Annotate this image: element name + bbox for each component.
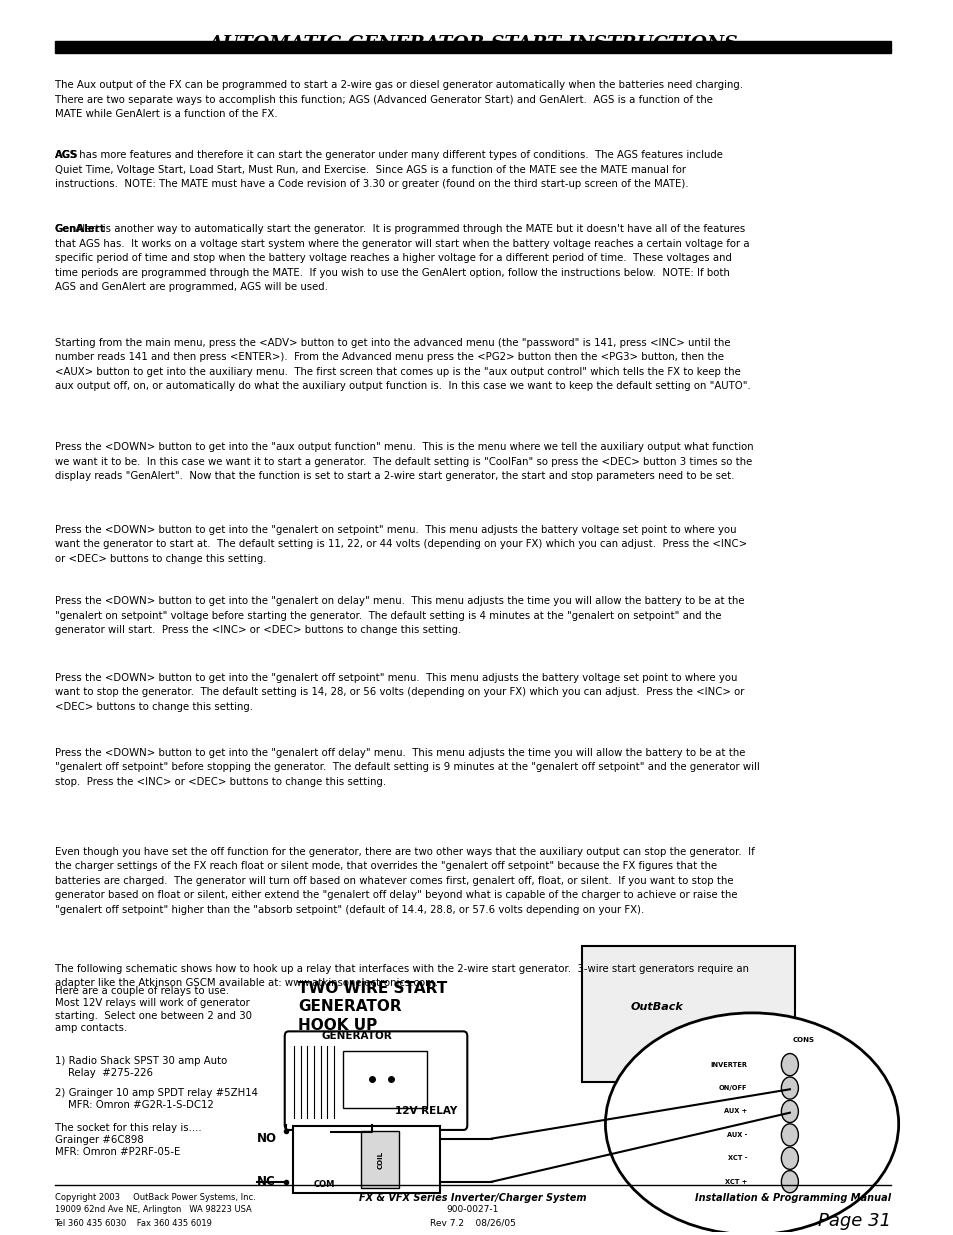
Text: Tel 360 435 6030    Fax 360 435 6019: Tel 360 435 6030 Fax 360 435 6019 <box>54 1219 213 1228</box>
Text: want to stop the generator.  The default setting is 14, 28, or 56 volts (dependi: want to stop the generator. The default … <box>54 688 743 698</box>
Text: Here are a couple of relays to use.
Most 12V relays will work of generator
start: Here are a couple of relays to use. Most… <box>54 986 252 1032</box>
Bar <box>54 41 890 53</box>
Circle shape <box>781 1171 798 1193</box>
Text: stop.  Press the <INC> or <DEC> buttons to change this setting.: stop. Press the <INC> or <DEC> buttons t… <box>54 777 385 787</box>
Text: Even though you have set the off function for the generator, there are two other: Even though you have set the off functio… <box>54 846 754 857</box>
Text: 1) Radio Shack SPST 30 amp Auto
    Relay  #275-226: 1) Radio Shack SPST 30 amp Auto Relay #2… <box>54 1056 227 1078</box>
Text: Quiet Time, Voltage Start, Load Start, Must Run, and Exercise.  Since AGS is a f: Quiet Time, Voltage Start, Load Start, M… <box>54 164 685 175</box>
Text: GenAlert is another way to automatically start the generator.  It is programmed : GenAlert is another way to automatically… <box>54 225 744 235</box>
Text: XCT +: XCT + <box>724 1178 746 1184</box>
Text: or <DEC> buttons to change this setting.: or <DEC> buttons to change this setting. <box>54 555 266 564</box>
Circle shape <box>781 1147 798 1170</box>
Text: AGS has more features and therefore it can start the generator under many differ: AGS has more features and therefore it c… <box>54 151 721 161</box>
Text: specific period of time and stop when the battery voltage reaches a higher volta: specific period of time and stop when th… <box>54 253 731 263</box>
Text: AGS and GenAlert are programmed, AGS will be used.: AGS and GenAlert are programmed, AGS wil… <box>54 283 327 293</box>
Text: 12V RELAY: 12V RELAY <box>395 1107 457 1116</box>
Text: Copyright 2003     OutBack Power Systems, Inc.: Copyright 2003 OutBack Power Systems, In… <box>54 1193 255 1202</box>
Text: aux output off, on, or automatically do what the auxiliary output function is.  : aux output off, on, or automatically do … <box>54 382 749 391</box>
FancyBboxPatch shape <box>284 1031 467 1130</box>
Circle shape <box>781 1077 798 1099</box>
Text: Press the <DOWN> button to get into the "aux output function" menu.  This is the: Press the <DOWN> button to get into the … <box>54 442 752 452</box>
Text: TWO WIRE START
GENERATOR
HOOK UP: TWO WIRE START GENERATOR HOOK UP <box>297 981 447 1032</box>
Text: FX & VFX Series Inverter/Charger System: FX & VFX Series Inverter/Charger System <box>359 1193 586 1203</box>
Bar <box>581 946 794 1082</box>
Text: Installation & Programming Manual: Installation & Programming Manual <box>695 1193 890 1203</box>
Text: NO: NO <box>257 1132 277 1145</box>
Text: display reads "GenAlert".  Now that the function is set to start a 2-wire start : display reads "GenAlert". Now that the f… <box>54 472 733 482</box>
Text: want the generator to start at.  The default setting is 11, 22, or 44 volts (dep: want the generator to start at. The defa… <box>54 540 746 550</box>
Text: instructions.  NOTE: The MATE must have a Code revision of 3.30 or greater (foun: instructions. NOTE: The MATE must have a… <box>54 179 687 189</box>
Text: The Aux output of the FX can be programmed to start a 2-wire gas or diesel gener: The Aux output of the FX can be programm… <box>54 80 741 90</box>
Circle shape <box>781 1124 798 1146</box>
Text: There are two separate ways to accomplish this function; AGS (Advanced Generator: There are two separate ways to accomplis… <box>54 95 712 105</box>
Text: MATE while GenAlert is a function of the FX.: MATE while GenAlert is a function of the… <box>54 109 276 119</box>
Text: XCT -: XCT - <box>727 1155 746 1161</box>
Text: 900-0027-1: 900-0027-1 <box>446 1205 498 1214</box>
Text: AUTOMATIC GENERATOR START INSTRUCTIONS: AUTOMATIC GENERATOR START INSTRUCTIONS <box>208 35 737 53</box>
Ellipse shape <box>605 1013 898 1235</box>
Text: NC: NC <box>257 1176 275 1188</box>
Text: INVERTER: INVERTER <box>710 1062 746 1067</box>
Text: GenAlert: GenAlert <box>54 225 105 235</box>
Text: Page 31: Page 31 <box>818 1213 890 1230</box>
Text: <DEC> buttons to change this setting.: <DEC> buttons to change this setting. <box>54 701 253 711</box>
Text: generator based on float or silent, either extend the "genalert off delay" beyon: generator based on float or silent, eith… <box>54 890 737 900</box>
Bar <box>343 1051 426 1108</box>
Text: batteries are charged.  The generator will turn off based on whatever comes firs: batteries are charged. The generator wil… <box>54 876 732 885</box>
Text: OutBack: OutBack <box>631 1002 683 1011</box>
Text: "genalert on setpoint" voltage before starting the generator.  The default setti: "genalert on setpoint" voltage before st… <box>54 611 720 621</box>
Text: AGS: AGS <box>54 151 78 161</box>
Text: adapter like the Atkinson GSCM available at: www.atkinsonelectronics.com.: adapter like the Atkinson GSCM available… <box>54 978 437 988</box>
Text: "genalert off setpoint" higher than the "absorb setpoint" (default of 14.4, 28.8: "genalert off setpoint" higher than the … <box>54 905 643 915</box>
Text: 19009 62nd Ave NE, Arlington   WA 98223 USA: 19009 62nd Ave NE, Arlington WA 98223 US… <box>54 1205 251 1214</box>
Text: Starting from the main menu, press the <ADV> button to get into the advanced men: Starting from the main menu, press the <… <box>54 337 729 347</box>
Text: "genalert off setpoint" before stopping the generator.  The default setting is 9: "genalert off setpoint" before stopping … <box>54 762 759 773</box>
Text: time periods are programmed through the MATE.  If you wish to use the GenAlert o: time periods are programmed through the … <box>54 268 729 278</box>
Text: number reads 141 and then press <ENTER>).  From the Advanced menu press the <PG2: number reads 141 and then press <ENTER>)… <box>54 352 722 362</box>
Text: The socket for this relay is....
Grainger #6C898
MFR: Omron #P2RF-05-E: The socket for this relay is.... Grainge… <box>54 1123 201 1157</box>
Text: we want it to be.  In this case we want it to start a generator.  The default se: we want it to be. In this case we want i… <box>54 457 751 467</box>
Text: AUX +: AUX + <box>723 1109 746 1114</box>
Text: 2) Grainger 10 amp SPDT relay #5ZH14
    MFR: Omron #G2R-1-S-DC12: 2) Grainger 10 amp SPDT relay #5ZH14 MFR… <box>54 1088 257 1110</box>
Text: that AGS has.  It works on a voltage start system where the generator will start: that AGS has. It works on a voltage star… <box>54 238 748 248</box>
Text: <AUX> button to get into the auxiliary menu.  The first screen that comes up is : <AUX> button to get into the auxiliary m… <box>54 367 740 377</box>
Text: Rev 7.2    08/26/05: Rev 7.2 08/26/05 <box>430 1219 516 1228</box>
Text: AUX -: AUX - <box>726 1131 746 1137</box>
Text: generator will start.  Press the <INC> or <DEC> buttons to change this setting.: generator will start. Press the <INC> or… <box>54 625 460 636</box>
Text: COM: COM <box>314 1181 335 1189</box>
Text: Press the <DOWN> button to get into the "genalert on delay" menu.  This menu adj: Press the <DOWN> button to get into the … <box>54 597 743 606</box>
Text: CONS: CONS <box>792 1037 814 1044</box>
Bar <box>361 1131 398 1188</box>
Text: Press the <DOWN> button to get into the "genalert off delay" menu.  This menu ad: Press the <DOWN> button to get into the … <box>54 748 744 758</box>
Text: the charger settings of the FX reach float or silent mode, that overrides the "g: the charger settings of the FX reach flo… <box>54 861 716 871</box>
Circle shape <box>781 1100 798 1123</box>
Text: COIL: COIL <box>376 1151 383 1168</box>
Text: Press the <DOWN> button to get into the "genalert on setpoint" menu.  This menu : Press the <DOWN> button to get into the … <box>54 525 736 535</box>
Circle shape <box>781 1053 798 1076</box>
Bar <box>293 1126 439 1193</box>
Text: GENERATOR: GENERATOR <box>321 1031 392 1041</box>
Text: Press the <DOWN> button to get into the "genalert off setpoint" menu.  This menu: Press the <DOWN> button to get into the … <box>54 673 736 683</box>
Text: ON/OFF: ON/OFF <box>718 1086 746 1091</box>
Text: The following schematic shows how to hook up a relay that interfaces with the 2-: The following schematic shows how to hoo… <box>54 963 748 973</box>
